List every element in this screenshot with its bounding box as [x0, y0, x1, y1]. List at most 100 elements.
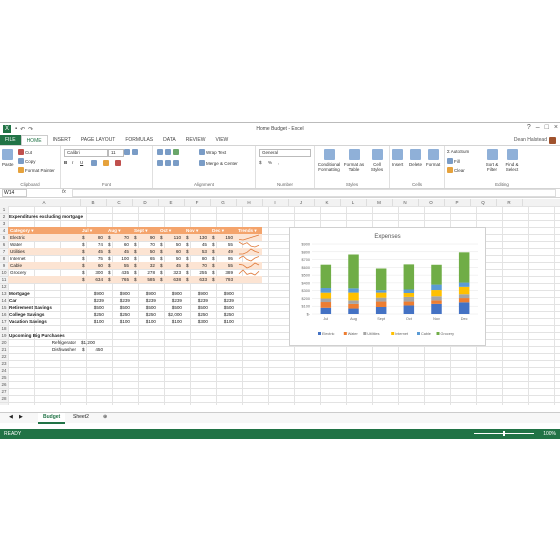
row-header-20[interactable]: 20 [0, 340, 8, 347]
upcoming-value[interactable]: 450 [95, 347, 103, 352]
column-header-G[interactable]: G [210, 199, 237, 206]
fixed-expense-value[interactable]: $900 [119, 291, 130, 296]
value-cell[interactable]: 74 [97, 242, 103, 247]
delete-cells-button[interactable]: Delete [409, 149, 422, 167]
fixed-expense-value[interactable]: $239 [93, 298, 104, 303]
currency-symbol-cell[interactable]: $ [82, 270, 85, 275]
row-header-10[interactable]: 10 [0, 270, 8, 277]
currency-symbol-cell[interactable]: $ [186, 235, 189, 240]
fixed-expense-value[interactable]: $900 [223, 291, 234, 296]
category-cell[interactable]: Water [10, 242, 23, 247]
currency-symbol-cell[interactable]: $ [212, 242, 215, 247]
currency-symbol-cell[interactable]: $ [160, 235, 163, 240]
currency-symbol-cell[interactable]: $ [108, 277, 111, 282]
font-grow-button[interactable] [124, 149, 130, 155]
currency-symbol-cell[interactable]: $ [108, 256, 111, 261]
fixed-expense-value[interactable]: $250 [93, 312, 104, 317]
wrap-text-button[interactable]: Wrap Text [199, 149, 226, 155]
column-header-D[interactable]: D [132, 199, 159, 206]
table-header-cell[interactable]: Oct ▾ [160, 228, 172, 233]
formula-input[interactable] [72, 189, 556, 197]
row-header-19[interactable]: 19 [0, 333, 8, 340]
column-header-L[interactable]: L [340, 199, 367, 206]
currency-symbol-cell[interactable]: $ [212, 249, 215, 254]
italic-button[interactable]: I [72, 160, 74, 165]
value-cell[interactable]: 278 [147, 270, 155, 275]
column-header-A[interactable]: A [8, 199, 81, 206]
row-header-5[interactable]: 5 [0, 234, 8, 242]
fixed-expense-value[interactable]: $100 [171, 319, 182, 324]
fixed-expense-value[interactable]: $300 [197, 319, 208, 324]
row-header-28[interactable]: 28 [0, 396, 8, 403]
value-cell[interactable]: 110 [173, 235, 181, 240]
fixed-expense-value[interactable]: $239 [119, 298, 130, 303]
row-header-17[interactable]: 17 [0, 319, 8, 326]
value-cell[interactable]: 53 [201, 249, 207, 254]
expenses-chart[interactable]: Expenses $- $100 $200 $300 $400 $500 $600 $700 $8… [289, 227, 486, 346]
value-cell[interactable]: 55 [123, 263, 129, 268]
currency-symbol-cell[interactable]: $ [186, 249, 189, 254]
category-cell[interactable] [10, 276, 78, 283]
row-header-8[interactable]: 8 [0, 255, 8, 263]
paste-button[interactable]: Paste [2, 149, 14, 167]
format-cells-button[interactable]: Format [426, 149, 440, 167]
value-cell[interactable]: 793 [225, 277, 233, 282]
column-header-O[interactable]: O [418, 199, 445, 206]
column-header-F[interactable]: F [184, 199, 211, 206]
value-cell[interactable]: 80 [97, 235, 103, 240]
zoom-level[interactable]: 100% [543, 431, 556, 437]
value-cell[interactable]: 638 [173, 277, 181, 282]
tab-data[interactable]: DATA [163, 137, 176, 143]
value-cell[interactable]: 765 [121, 277, 129, 282]
find-select-button[interactable]: Find & Select [503, 149, 521, 172]
row-header-18[interactable]: 18 [0, 326, 8, 333]
value-cell[interactable]: 55 [227, 242, 233, 247]
row-header-16[interactable]: 16 [0, 312, 8, 319]
currency-symbol-cell[interactable]: $ [160, 249, 163, 254]
row-header-9[interactable]: 9 [0, 262, 8, 270]
currency-symbol-cell[interactable]: $ [212, 277, 215, 282]
currency-symbol-cell[interactable]: $ [160, 263, 163, 268]
save-icon[interactable]: ▪ [15, 125, 18, 132]
fixed-expense-value[interactable]: $500 [119, 305, 130, 310]
tab-review[interactable]: REVIEW [185, 137, 206, 143]
value-cell[interactable]: 130 [199, 235, 207, 240]
value-cell[interactable]: 60 [175, 249, 181, 254]
table-header-cell[interactable]: Nov ▾ [186, 228, 199, 233]
currency-symbol-cell[interactable]: $ [212, 270, 215, 275]
value-cell[interactable]: 32 [149, 263, 155, 268]
value-cell[interactable]: 95 [227, 256, 233, 261]
category-cell[interactable]: Grocery [10, 270, 27, 275]
fixed-expense-value[interactable]: $900 [171, 291, 182, 296]
column-header-E[interactable]: E [158, 199, 185, 206]
value-cell[interactable]: 60 [97, 263, 103, 268]
table-header-cell[interactable]: Dec ▾ [212, 228, 225, 233]
fixed-expense-label[interactable]: Vacation Savings [9, 319, 47, 324]
category-cell[interactable]: Internet [10, 256, 26, 261]
fixed-expense-value[interactable]: $239 [145, 298, 156, 303]
fixed-expense-value[interactable]: $900 [197, 291, 208, 296]
row-header-3[interactable]: 3 [0, 220, 8, 228]
currency-symbol-cell[interactable]: $ [134, 263, 137, 268]
value-cell[interactable]: 45 [201, 242, 207, 247]
sheet-tab-budget[interactable]: Budget [38, 413, 66, 424]
row-header-7[interactable]: 7 [0, 248, 8, 256]
user-account[interactable]: Dean Halstead [514, 135, 560, 145]
minimize-icon[interactable]: – [535, 124, 540, 131]
row-header-22[interactable]: 22 [0, 354, 8, 361]
fixed-expense-value[interactable]: $100 [145, 319, 156, 324]
row-header-4[interactable]: 4 [0, 227, 8, 235]
currency-symbol-cell[interactable]: $ [134, 270, 137, 275]
value-cell[interactable]: 633 [199, 277, 207, 282]
value-cell[interactable]: 75 [97, 256, 103, 261]
currency-symbol-cell[interactable]: $ [134, 256, 137, 261]
row-header-11[interactable]: 11 [0, 277, 8, 284]
number-format-select[interactable]: General [259, 149, 311, 157]
currency-symbol-cell[interactable]: $ [134, 277, 137, 282]
tab-formulas[interactable]: FORMULAS [125, 137, 154, 143]
currency-symbol-cell[interactable]: $ [160, 277, 163, 282]
value-cell[interactable]: 90 [149, 235, 155, 240]
upcoming-value[interactable]: $1,200 [81, 340, 96, 345]
fixed-expense-value[interactable]: $100 [223, 319, 234, 324]
currency-symbol-cell[interactable]: $ [212, 263, 215, 268]
